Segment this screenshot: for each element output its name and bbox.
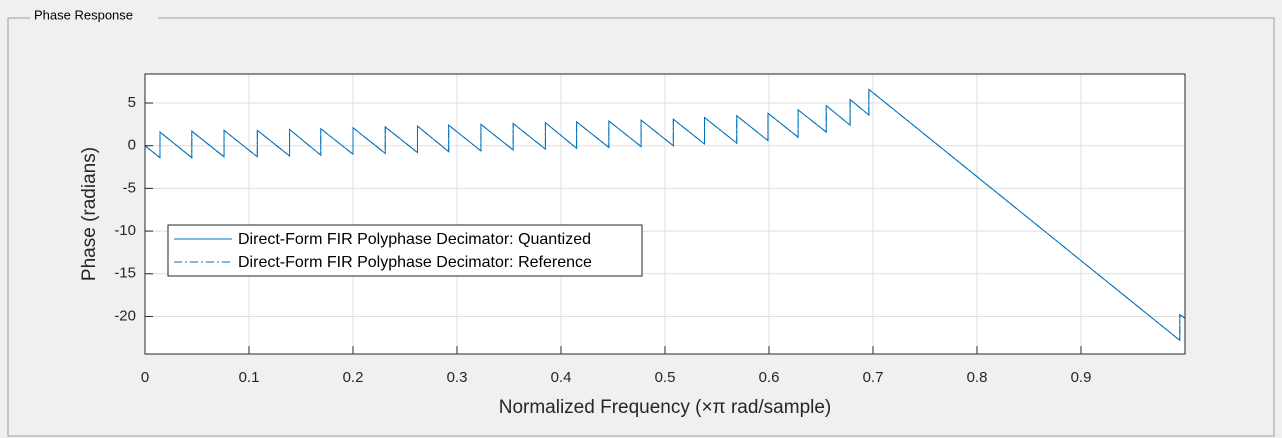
y-tick-label: -10 [114, 222, 136, 239]
x-tick-label: 0.5 [655, 369, 676, 386]
y-tick-label: -5 [123, 179, 136, 196]
x-tick-label: 0.4 [551, 369, 572, 386]
y-axis-label: Phase (radians) [79, 147, 100, 281]
x-tick-label: 0.3 [447, 369, 468, 386]
y-tick-label: -15 [114, 265, 136, 282]
x-tick-label: 0.9 [1071, 369, 1092, 386]
x-tick-label: 0.7 [863, 369, 884, 386]
y-tick-label: -20 [114, 307, 136, 324]
x-axis-label: Normalized Frequency (×π rad/sample) [499, 397, 832, 418]
panel-border [7, 17, 1275, 437]
x-tick-label: 0.8 [967, 369, 988, 386]
y-tick-label: 0 [128, 137, 136, 154]
x-tick-label: 0.6 [759, 369, 780, 386]
x-tick-label: 0.2 [343, 369, 364, 386]
x-tick-label: 0 [141, 369, 149, 386]
legend-box [167, 224, 643, 277]
y-tick-label: 5 [128, 94, 136, 111]
series-line [144, 88, 1186, 342]
legend-label: Direct-Form FIR Polyphase Decimator: Ref… [238, 254, 592, 271]
panel-title: Phase Response [34, 7, 133, 22]
x-tick-label: 0.1 [239, 369, 260, 386]
legend-label: Direct-Form FIR Polyphase Decimator: Qua… [238, 231, 591, 248]
